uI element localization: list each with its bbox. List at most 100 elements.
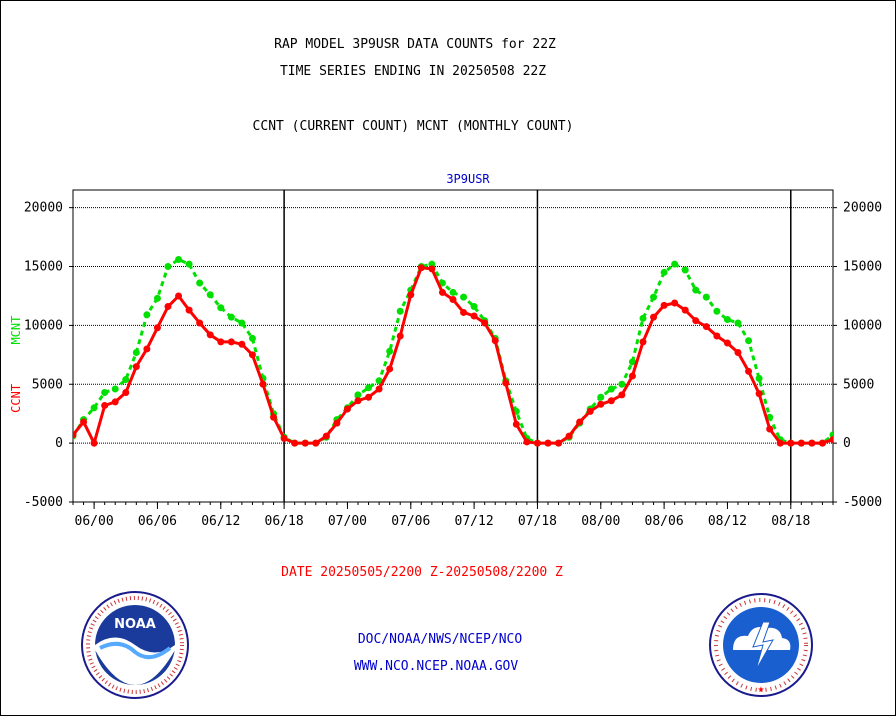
subtitle: CCNT (CURRENT COUNT) MCNT (MONTHLY COUNT… [252,119,574,134]
y-tick-label-left: 10000 [24,318,63,333]
point-mcnt [734,319,742,327]
y-tick-label-left: 0 [55,436,63,451]
point-mcnt [671,260,679,268]
point-ccnt [185,306,193,314]
point-ccnt [502,379,510,387]
point-mcnt [692,286,700,294]
title-line-1: RAP MODEL 3P9USR DATA COUNTS for 22Z [274,37,556,52]
point-ccnt [122,389,130,397]
point-ccnt [143,345,151,353]
point-ccnt [312,439,320,447]
date-range-label: DATE 20250505/2200 Z-20250508/2200 Z [281,565,563,580]
x-tick-label: 06/18 [265,514,304,529]
x-tick-label: 06/12 [201,514,240,529]
point-mcnt [745,337,753,345]
point-mcnt [597,393,605,401]
point-mcnt [386,347,394,355]
y-tick-label-left: 15000 [24,260,63,275]
point-ccnt [692,317,700,325]
point-ccnt [628,372,636,380]
point-ccnt [681,306,689,314]
point-ccnt [533,439,541,447]
point-ccnt [713,332,721,340]
point-ccnt [555,439,563,447]
point-ccnt [375,385,383,393]
point-mcnt [660,268,668,276]
title-line-2: TIME SERIES ENDING IN 20250508 22Z [279,64,547,79]
point-mcnt [396,307,404,315]
point-ccnt [343,405,351,413]
point-ccnt [90,439,98,447]
point-ccnt [565,432,573,440]
series-line-mcnt [73,257,833,445]
x-tick-label: 07/18 [518,514,557,529]
point-mcnt [175,255,183,263]
y-tick-label-right: 20000 [843,201,882,216]
point-ccnt [618,391,626,399]
point-ccnt [248,351,256,359]
point-ccnt [449,295,457,303]
point-mcnt [227,313,235,321]
point-ccnt [512,420,520,428]
point-mcnt [206,291,214,299]
y-tick-label-right: 10000 [843,318,882,333]
point-ccnt [217,338,225,346]
point-ccnt [734,348,742,356]
point-ccnt [607,397,615,405]
point-mcnt [354,391,362,399]
point-ccnt [80,418,88,426]
y-tick-label-left: 20000 [24,201,63,216]
point-ccnt [386,365,394,373]
point-mcnt [164,263,172,271]
org-label: DOC/NOAA/NWS/NCEP/NCO [357,632,523,647]
point-mcnt [628,358,636,366]
y-tick-label-left: 5000 [32,377,63,392]
website-link[interactable]: WWW.NCO.NCEP.NOAA.GOV [353,659,519,674]
chart-title: 3P9USR [446,172,490,186]
point-mcnt [90,404,98,412]
x-tick-label: 08/12 [708,514,747,529]
point-mcnt [238,319,246,327]
x-tick-label: 06/06 [138,514,177,529]
point-ccnt [481,319,489,327]
svg-text:★: ★ [757,685,764,694]
point-mcnt [438,279,446,287]
point-ccnt [196,319,204,327]
y-tick-label-right: -5000 [843,495,882,510]
y-axis-label-mcnt: MCNT [9,316,23,345]
point-mcnt [196,279,204,287]
point-ccnt [470,312,478,320]
point-mcnt [122,376,130,384]
point-ccnt [238,340,246,348]
point-ccnt [354,397,362,405]
y-axis-label-ccnt: CCNT [9,384,23,413]
point-mcnt [681,266,689,274]
plot-frame [72,189,834,503]
noaa-logo-icon: NOAA [81,591,189,699]
y-tick-label-right: 5000 [843,377,874,392]
point-mcnt [449,288,457,296]
point-ccnt [660,301,668,309]
point-ccnt [650,313,658,321]
x-tick-label: 07/12 [455,514,494,529]
point-mcnt [650,293,658,301]
point-mcnt [639,314,647,322]
point-mcnt [702,293,710,301]
point-ccnt [787,439,795,447]
point-mcnt [755,374,763,382]
point-mcnt [723,316,731,324]
x-tick-label: 07/00 [328,514,367,529]
point-mcnt [460,293,468,301]
y-tick-label-left: -5000 [24,495,63,510]
point-ccnt [407,291,415,299]
point-ccnt [671,299,679,307]
point-ccnt [291,439,299,447]
point-ccnt [333,419,341,427]
point-ccnt [280,434,288,442]
point-ccnt [438,288,446,296]
point-ccnt [797,439,805,447]
point-ccnt [829,436,833,444]
point-ccnt [586,407,594,415]
point-ccnt [270,413,278,421]
x-tick-label: 08/18 [771,514,810,529]
